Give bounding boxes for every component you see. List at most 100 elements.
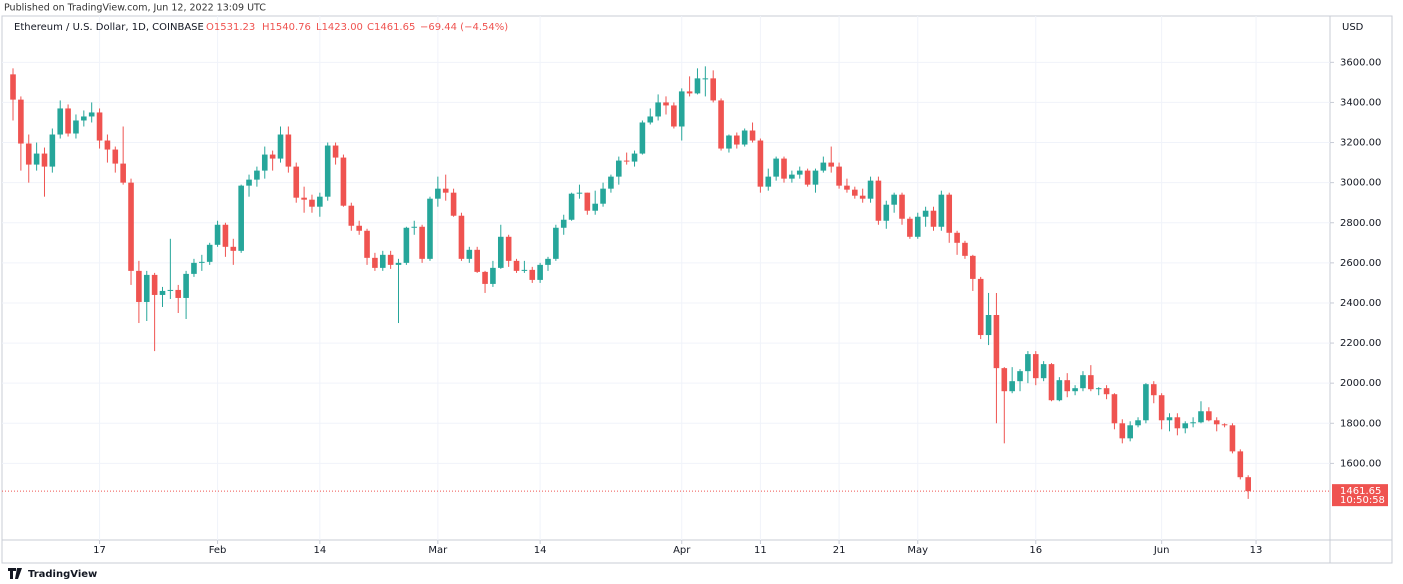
candle-body: [922, 210, 929, 217]
candle-body: [1088, 375, 1094, 390]
candle-body: [930, 210, 937, 227]
candle-body: [1206, 411, 1212, 421]
x-tick-label: Mar: [428, 545, 448, 556]
candle-body: [1158, 395, 1165, 421]
candle-body: [608, 176, 614, 189]
candle-body: [151, 274, 158, 295]
candle-body: [899, 194, 905, 219]
candle-body: [623, 160, 630, 162]
candle-body: [324, 145, 331, 197]
candle-body: [875, 180, 882, 221]
candle-body: [962, 242, 968, 256]
candle-body: [505, 236, 512, 261]
candle-body: [907, 218, 913, 237]
candle-body: [128, 182, 134, 271]
candle-body: [836, 166, 842, 186]
candle-body: [734, 135, 740, 145]
candle-body: [143, 274, 150, 302]
y-tick-label: 2000.00: [1340, 378, 1381, 389]
candle-body: [167, 289, 174, 291]
candle-body: [490, 267, 496, 284]
candle-body: [977, 278, 984, 336]
candle-body: [175, 289, 182, 298]
candle-body: [600, 188, 606, 204]
candle-body: [773, 158, 779, 177]
candle-body: [639, 122, 646, 154]
candle-body: [1056, 380, 1063, 401]
legend-high: H1540.76: [262, 22, 311, 33]
candle-body: [1190, 422, 1196, 424]
candle-body: [1127, 425, 1133, 439]
last-price-label: 1461.65: [1340, 486, 1381, 497]
y-tick-label: 3400.00: [1340, 97, 1381, 108]
y-tick-label: 3200.00: [1340, 138, 1381, 149]
candle-body: [1174, 417, 1181, 429]
candle-body: [521, 269, 528, 271]
x-tick-label: Apr: [673, 545, 691, 556]
logo: TradingView: [8, 568, 97, 580]
candle-body: [545, 258, 551, 265]
candle-body: [796, 170, 803, 175]
candle-body: [411, 226, 418, 228]
countdown: 10:50:58: [1340, 495, 1385, 506]
candle-body: [1135, 420, 1141, 426]
candle-body: [647, 116, 654, 123]
candle-body: [938, 194, 945, 227]
candle-body: [1245, 477, 1251, 492]
candle-body: [1213, 420, 1220, 425]
candle-body: [269, 154, 276, 159]
candles: [10, 66, 1251, 499]
candle-body: [970, 255, 976, 279]
candle-body: [332, 145, 339, 158]
legend-change: −69.44 (−4.54%): [420, 22, 508, 33]
y-tick-label: 3600.00: [1340, 57, 1381, 68]
candle-body: [781, 158, 787, 179]
candle-body: [1032, 354, 1039, 379]
candle-body: [914, 216, 921, 237]
candle-body: [702, 78, 709, 80]
last-price-box: [1332, 484, 1388, 507]
logo-mark: [8, 568, 22, 579]
candle-body: [655, 102, 661, 117]
candle-body: [293, 166, 300, 198]
candle-body: [671, 105, 677, 127]
candle-body: [419, 226, 425, 259]
candle-body: [954, 232, 960, 243]
legend: Ethereum / U.S. Dollar, 1D, COINBASE O15…: [14, 22, 508, 33]
candle-body: [33, 153, 40, 165]
candle-body: [1237, 451, 1244, 478]
x-tick-label: 14: [313, 545, 326, 556]
candle-body: [458, 215, 465, 259]
candle-body: [96, 112, 103, 141]
candle-body: [301, 197, 307, 200]
candle-body: [317, 196, 323, 207]
candle-body: [65, 108, 71, 134]
x-tick-label: 13: [1250, 545, 1263, 556]
candle-body: [1025, 354, 1031, 372]
candle-body: [560, 219, 567, 228]
candle-body: [1166, 417, 1173, 421]
candle-body: [1095, 388, 1102, 390]
x-tick-label: 17: [93, 545, 106, 556]
grid: [2, 16, 1330, 540]
candle-body: [513, 260, 520, 271]
candle-body: [891, 194, 897, 205]
candle-body: [1198, 411, 1204, 423]
candle-body: [285, 134, 292, 167]
candle-body: [749, 130, 756, 141]
candle-body: [883, 204, 890, 221]
candle-body: [435, 188, 441, 199]
y-tick-label: 2600.00: [1340, 258, 1381, 269]
candle-body: [112, 149, 119, 164]
candle-body: [1040, 364, 1047, 379]
candle-body: [789, 174, 795, 179]
legend-close: C1461.65: [367, 22, 415, 33]
candle-body: [442, 188, 449, 193]
y-tick-label: 2200.00: [1340, 338, 1381, 349]
candle-body: [529, 269, 536, 280]
candle-body: [88, 112, 95, 117]
currency: USD: [1342, 22, 1364, 33]
